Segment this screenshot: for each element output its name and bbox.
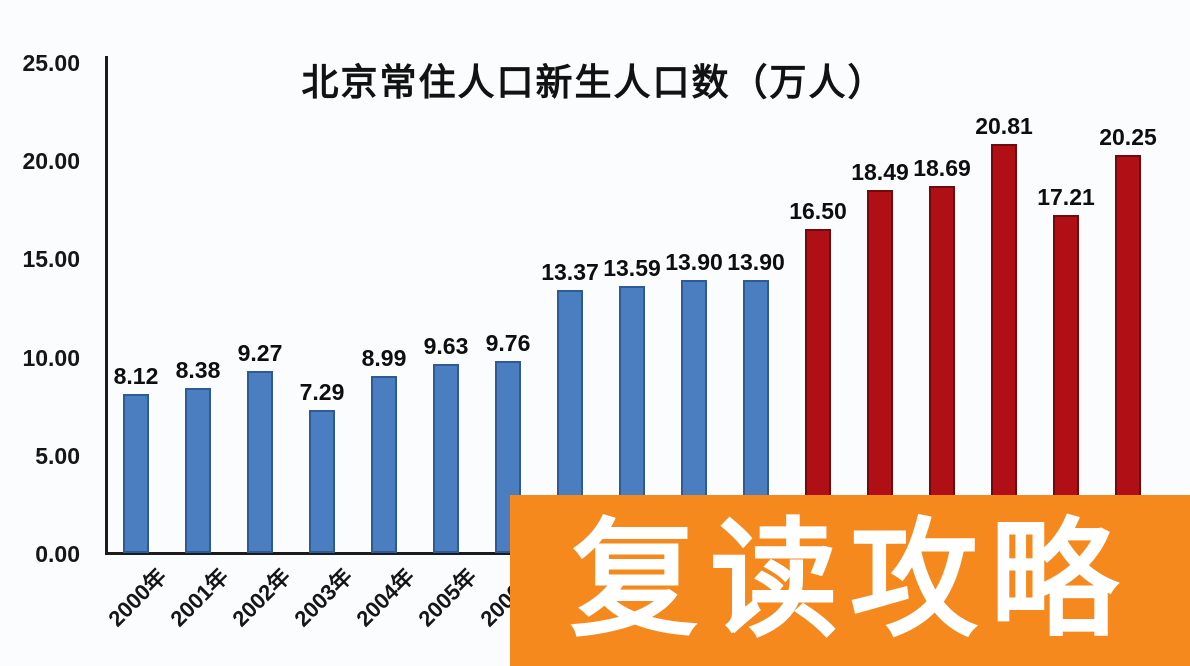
bar-value-label: 8.38 [175,357,221,384]
x-tick-label: 2005年 [413,563,482,632]
y-axis-line [105,56,108,555]
chart-title: 北京常住人口新生人口数（万人） [301,62,887,103]
red-bar [1115,155,1141,553]
overlay-banner: 复读攻略 [510,495,1190,666]
bar-value-label: 16.50 [789,197,847,224]
red-bar [929,185,955,553]
bar-value-label: 13.90 [665,249,723,275]
y-tick-label: 20.00 [22,148,80,175]
bar-value-label: 13.59 [603,255,661,282]
blue-bar [247,370,273,553]
bar-value-label: 13.90 [727,249,785,275]
x-tick-label: 2001年 [165,563,234,632]
x-tick-label: 2003年 [289,563,358,632]
bar-value-label: 9.27 [237,339,283,366]
bar-value-label: 9.63 [423,332,469,359]
x-tick-label: 2000年 [103,563,172,632]
bar-value-label: 18.69 [913,154,971,181]
bar-value-label: 8.12 [113,362,159,389]
blue-bar [371,376,397,553]
bar-value-label: 20.25 [1099,124,1157,151]
y-tick-label: 10.00 [22,344,80,371]
bar-value-label: 18.49 [851,158,909,185]
y-tick-label: 0.00 [35,541,80,567]
x-tick-label: 2004年 [351,563,420,632]
banner-text: 复读攻略 [569,508,1130,652]
bar-value-label: 13.37 [541,259,599,286]
blue-bar [185,388,211,553]
y-tick-label: 25.00 [22,50,80,76]
x-tick-label: 2002年 [227,563,296,632]
bar-value-label: 17.21 [1037,183,1095,210]
blue-bar [433,363,459,553]
bar-value-label: 20.81 [975,113,1033,140]
red-bar [867,189,893,553]
bar-value-label: 8.99 [361,345,407,372]
y-tick-label: 5.00 [35,442,80,469]
y-tick-label: 15.00 [22,246,80,273]
bar-value-label: 9.76 [485,330,531,357]
red-bar [991,144,1017,553]
blue-bar [309,409,335,553]
bar-value-label: 7.29 [299,378,345,405]
blue-bar [123,393,149,553]
blue-bar [495,361,521,553]
